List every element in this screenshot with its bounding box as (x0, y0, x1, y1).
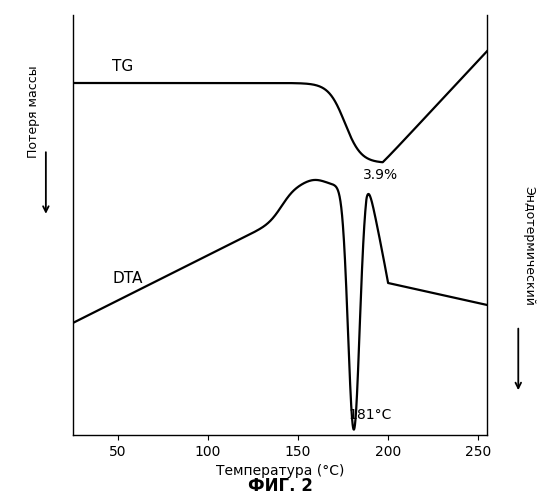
Text: 181°C: 181°C (348, 408, 392, 422)
Text: Эндотермический: Эндотермический (522, 186, 535, 306)
X-axis label: Температура (°C): Температура (°C) (216, 464, 344, 478)
Text: ФИГ. 2: ФИГ. 2 (248, 477, 312, 495)
Text: DTA: DTA (113, 271, 143, 286)
Text: Потеря массы: Потеря массы (27, 66, 40, 158)
Text: TG: TG (113, 59, 134, 74)
Text: 3.9%: 3.9% (363, 168, 398, 182)
